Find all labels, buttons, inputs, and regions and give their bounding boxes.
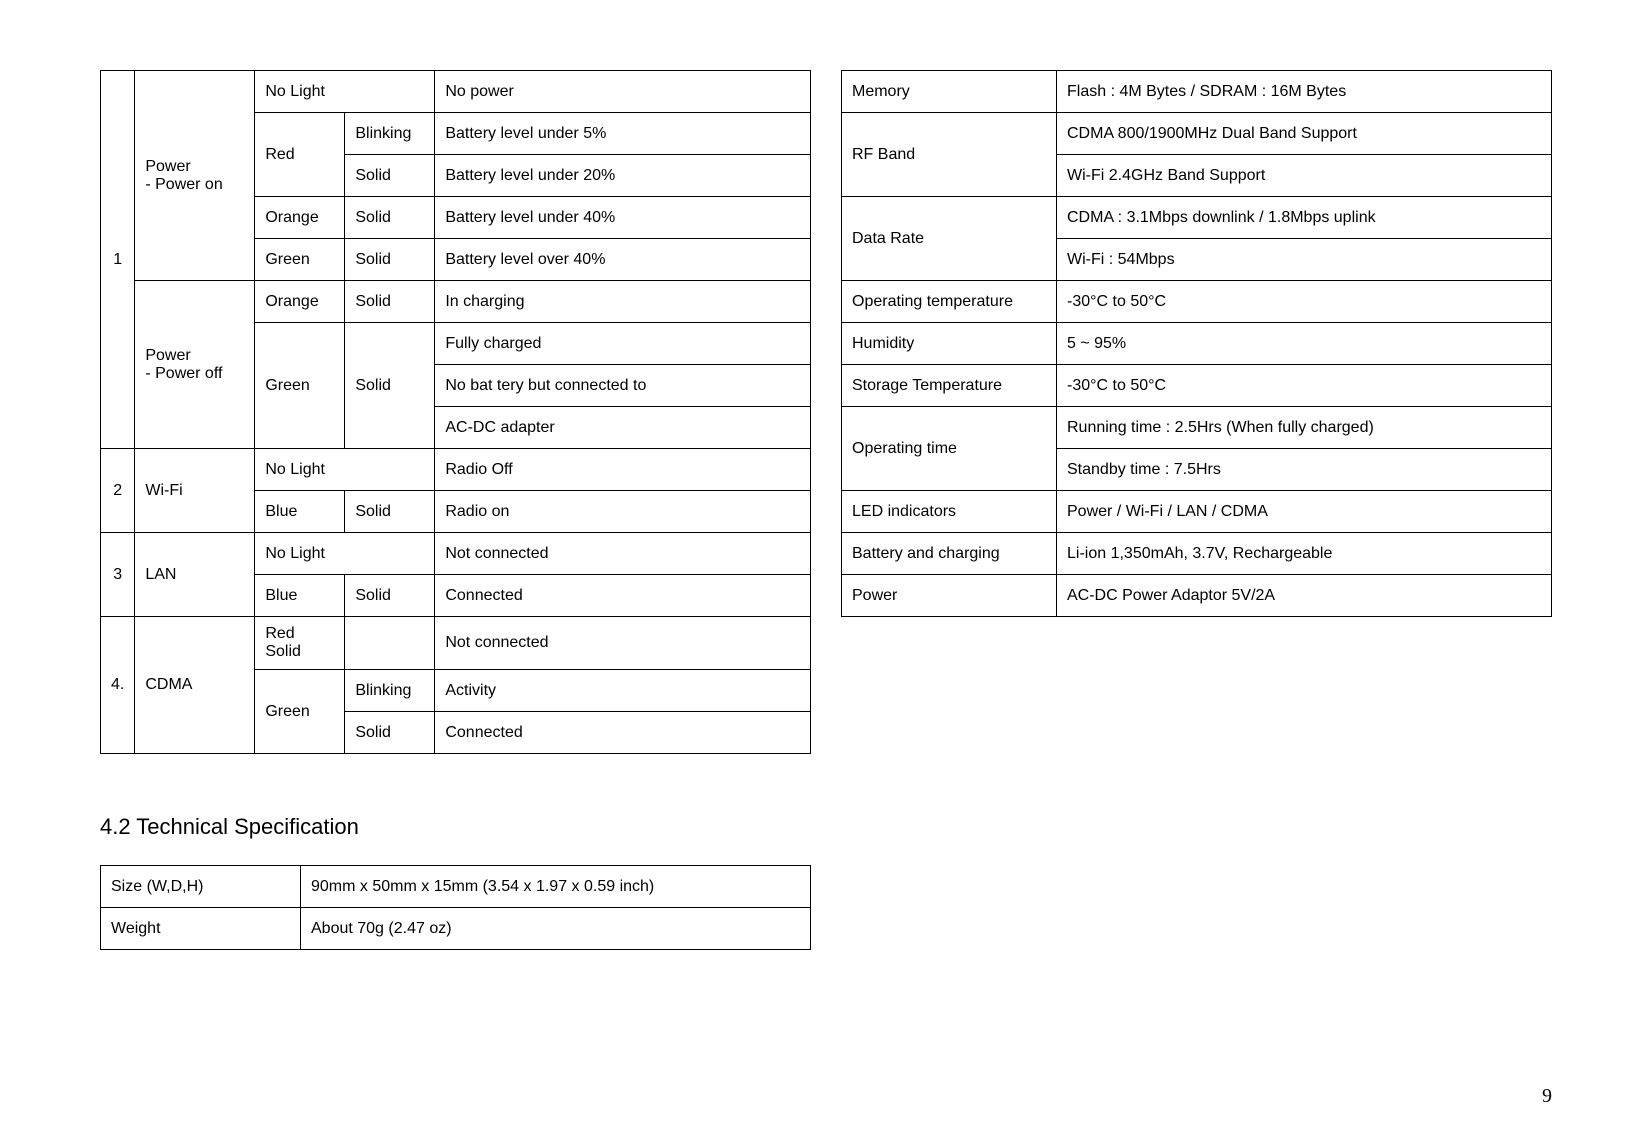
- cell: Battery level under 40%: [435, 197, 811, 239]
- led-idx-1: 1: [101, 71, 135, 449]
- led-indicator-table: 1 Power - Power on No Light No power Red…: [100, 70, 811, 754]
- cell: Solid: [345, 281, 435, 323]
- cell: Red: [255, 113, 345, 197]
- led-idx-4: 4.: [101, 617, 135, 754]
- section-title: 4.2 Technical Specification: [100, 814, 1552, 840]
- cell: Activity: [435, 670, 811, 712]
- size-key: Weight: [101, 908, 301, 950]
- led-group-wifi: Wi-Fi: [135, 449, 255, 533]
- size-val: 90mm x 50mm x 15mm (3.54 x 1.97 x 0.59 i…: [301, 866, 811, 908]
- cell: Red Solid: [255, 617, 345, 670]
- led-group-cdma: CDMA: [135, 617, 255, 754]
- led-idx-3: 3: [101, 533, 135, 617]
- spec-key: Humidity: [842, 323, 1057, 365]
- cell: In charging: [435, 281, 811, 323]
- cell: Green: [255, 670, 345, 754]
- spec-key: Storage Temperature: [842, 365, 1057, 407]
- spec-val: Wi-Fi 2.4GHz Band Support: [1057, 155, 1552, 197]
- cell: Not connected: [435, 617, 811, 670]
- spec-key: RF Band: [842, 113, 1057, 197]
- spec-val: CDMA 800/1900MHz Dual Band Support: [1057, 113, 1552, 155]
- cell: Blinking: [345, 670, 435, 712]
- spec-val: Flash : 4M Bytes / SDRAM : 16M Bytes: [1057, 71, 1552, 113]
- cell: Solid: [345, 323, 435, 449]
- cell: Fully charged: [435, 323, 811, 365]
- cell: No Light: [255, 71, 435, 113]
- size-val: About 70g (2.47 oz): [301, 908, 811, 950]
- cell: Orange: [255, 197, 345, 239]
- spec-val: -30°C to 50°C: [1057, 365, 1552, 407]
- size-key: Size (W,D,H): [101, 866, 301, 908]
- cell: Battery level under 5%: [435, 113, 811, 155]
- cell: Solid: [345, 712, 435, 754]
- led-group-lan: LAN: [135, 533, 255, 617]
- cell: Green: [255, 239, 345, 281]
- spec-val: Standby time : 7.5Hrs: [1057, 449, 1552, 491]
- cell: No bat tery but connected to: [435, 365, 811, 407]
- spec-val: Power / Wi-Fi / LAN / CDMA: [1057, 491, 1552, 533]
- cell: Solid: [345, 239, 435, 281]
- cell: Radio on: [435, 491, 811, 533]
- led-group-power-off: Power - Power off: [135, 281, 255, 449]
- cell: Blue: [255, 491, 345, 533]
- cell: Battery level over 40%: [435, 239, 811, 281]
- cell: [345, 617, 435, 670]
- spec-table: Memory Flash : 4M Bytes / SDRAM : 16M By…: [841, 70, 1552, 617]
- led-idx-2: 2: [101, 449, 135, 533]
- spec-key: Operating temperature: [842, 281, 1057, 323]
- spec-val: -30°C to 50°C: [1057, 281, 1552, 323]
- spec-val: Running time : 2.5Hrs (When fully charge…: [1057, 407, 1552, 449]
- cell: Connected: [435, 575, 811, 617]
- cell: No Light: [255, 449, 435, 491]
- cell: Orange: [255, 281, 345, 323]
- spec-val: 5 ~ 95%: [1057, 323, 1552, 365]
- cell: Green: [255, 323, 345, 449]
- cell: Solid: [345, 155, 435, 197]
- cell: Connected: [435, 712, 811, 754]
- cell: Radio Off: [435, 449, 811, 491]
- spec-val: CDMA : 3.1Mbps downlink / 1.8Mbps uplink: [1057, 197, 1552, 239]
- spec-key: Data Rate: [842, 197, 1057, 281]
- spec-key: Power: [842, 575, 1057, 617]
- size-table: Size (W,D,H) 90mm x 50mm x 15mm (3.54 x …: [100, 865, 811, 950]
- cell: No power: [435, 71, 811, 113]
- spec-val: Wi-Fi : 54Mbps: [1057, 239, 1552, 281]
- spec-key: Operating time: [842, 407, 1057, 491]
- cell: Blue: [255, 575, 345, 617]
- cell: AC-DC adapter: [435, 407, 811, 449]
- cell: Solid: [345, 491, 435, 533]
- cell: Solid: [345, 575, 435, 617]
- cell: Battery level under 20%: [435, 155, 811, 197]
- spec-val: Li-ion 1,350mAh, 3.7V, Rechargeable: [1057, 533, 1552, 575]
- spec-key: Battery and charging: [842, 533, 1057, 575]
- cell: Not connected: [435, 533, 811, 575]
- cell: Blinking: [345, 113, 435, 155]
- cell: No Light: [255, 533, 435, 575]
- led-group-power-on: Power - Power on: [135, 71, 255, 281]
- spec-val: AC-DC Power Adaptor 5V/2A: [1057, 575, 1552, 617]
- spec-key: LED indicators: [842, 491, 1057, 533]
- cell: Solid: [345, 197, 435, 239]
- spec-key: Memory: [842, 71, 1057, 113]
- page-number: 9: [1542, 1085, 1552, 1108]
